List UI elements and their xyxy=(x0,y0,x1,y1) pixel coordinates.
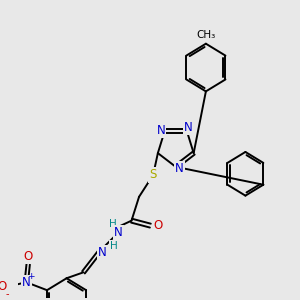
Text: CH₃: CH₃ xyxy=(196,30,215,40)
Text: N: N xyxy=(157,124,165,137)
Text: H: H xyxy=(109,219,117,229)
Text: -: - xyxy=(6,289,9,299)
Text: O: O xyxy=(24,250,33,263)
Text: N: N xyxy=(22,276,31,289)
Text: S: S xyxy=(149,169,157,182)
Text: O: O xyxy=(0,280,7,293)
Text: N: N xyxy=(114,226,123,239)
Text: N: N xyxy=(184,122,193,134)
Text: H: H xyxy=(110,242,118,251)
Text: N: N xyxy=(175,162,184,175)
Text: N: N xyxy=(98,246,107,259)
Text: +: + xyxy=(27,272,35,281)
Text: O: O xyxy=(153,219,163,232)
